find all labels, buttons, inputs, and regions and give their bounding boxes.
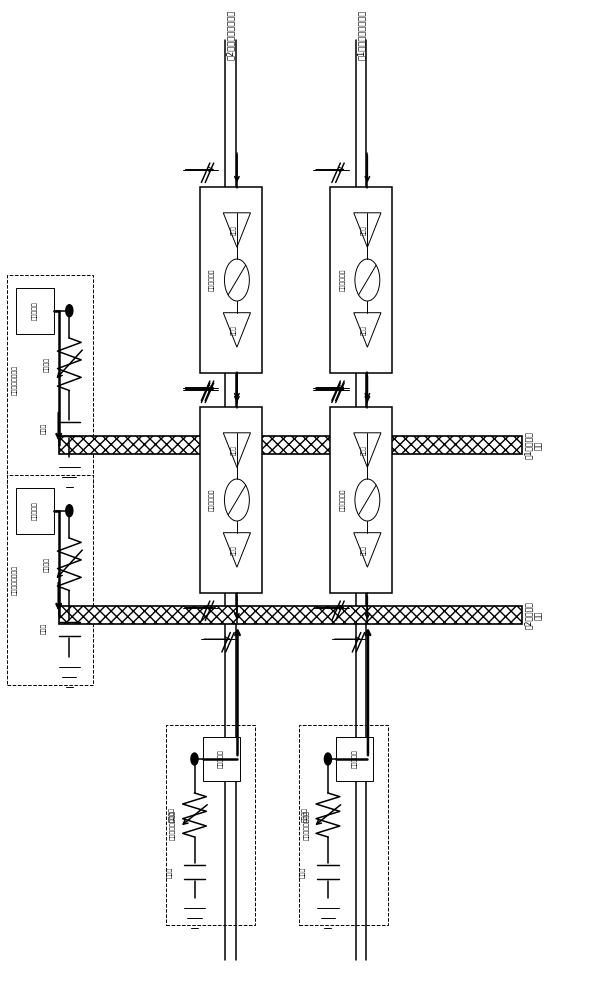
Text: 电源控制器: 电源控制器 bbox=[218, 750, 224, 768]
Text: 直流馈电电源回路: 直流馈电电源回路 bbox=[12, 365, 17, 395]
Bar bbox=[199, 408, 262, 592]
Bar bbox=[199, 188, 262, 372]
Text: 馈电射局模块: 馈电射局模块 bbox=[209, 489, 215, 511]
Text: 存儲器: 存儲器 bbox=[42, 623, 47, 634]
Bar bbox=[299, 725, 388, 925]
Text: 限流电阙: 限流电阙 bbox=[44, 357, 50, 372]
Text: 第2路馈射器
位行: 第2路馈射器 位行 bbox=[524, 601, 543, 629]
Circle shape bbox=[66, 505, 73, 517]
Text: 馈电射局模块: 馈电射局模块 bbox=[340, 269, 345, 291]
Bar bbox=[15, 488, 55, 534]
Text: 放大元: 放大元 bbox=[231, 545, 237, 555]
Text: 放大元: 放大元 bbox=[231, 325, 237, 335]
Circle shape bbox=[66, 305, 73, 317]
Text: 第2路馈射器分列入行: 第2路馈射器分列入行 bbox=[226, 10, 235, 60]
Bar bbox=[15, 288, 55, 334]
Text: 电源控制器: 电源控制器 bbox=[352, 750, 358, 768]
Bar bbox=[59, 606, 522, 624]
Bar bbox=[202, 737, 240, 781]
Text: 放大元: 放大元 bbox=[362, 545, 367, 555]
Bar bbox=[8, 475, 94, 685]
Bar bbox=[166, 725, 255, 925]
Text: 放大元: 放大元 bbox=[231, 445, 237, 455]
Text: 直流馈电电源回路: 直流馈电电源回路 bbox=[12, 565, 17, 595]
Text: 限流电阙: 限流电阙 bbox=[169, 808, 175, 822]
Text: 馈电射局模块: 馈电射局模块 bbox=[340, 489, 345, 511]
Bar bbox=[59, 436, 522, 454]
Text: 限流电阙: 限流电阙 bbox=[44, 557, 50, 572]
Text: 电源控制器: 电源控制器 bbox=[32, 501, 38, 520]
Circle shape bbox=[324, 753, 331, 765]
Bar bbox=[8, 275, 94, 485]
Bar bbox=[330, 408, 393, 592]
Text: 存儲器: 存儲器 bbox=[167, 866, 173, 878]
Text: 直流馈电电源回路: 直流馈电电源回路 bbox=[304, 810, 310, 840]
Bar bbox=[336, 737, 374, 781]
Text: 放大元: 放大元 bbox=[362, 325, 367, 335]
Text: 电源控制器: 电源控制器 bbox=[32, 301, 38, 320]
Text: 放大元: 放大元 bbox=[362, 225, 367, 235]
Text: 放大元: 放大元 bbox=[231, 225, 237, 235]
Text: 第1路馈射器分列入行: 第1路馈射器分列入行 bbox=[356, 10, 366, 60]
Text: 存儲器: 存儲器 bbox=[300, 866, 306, 878]
Text: 第1路馈射器
位行: 第1路馈射器 位行 bbox=[524, 431, 543, 459]
Bar bbox=[330, 188, 393, 372]
Circle shape bbox=[191, 753, 198, 765]
Text: 直流馈电电源回路: 直流馈电电源回路 bbox=[170, 810, 176, 840]
Text: 存儲器: 存儲器 bbox=[42, 423, 47, 434]
Text: 放大元: 放大元 bbox=[362, 445, 367, 455]
Text: 馈电射局模块: 馈电射局模块 bbox=[209, 269, 215, 291]
Text: 限流电阙: 限流电阙 bbox=[302, 808, 308, 822]
